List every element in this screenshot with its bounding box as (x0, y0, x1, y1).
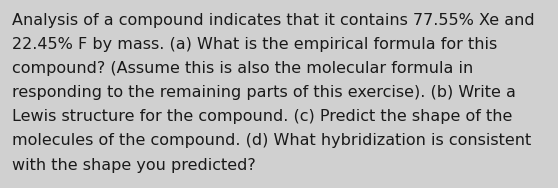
Text: molecules of the compound. (d) What hybridization is consistent: molecules of the compound. (d) What hybr… (12, 133, 532, 149)
Text: compound? (Assume this is also the molecular formula in: compound? (Assume this is also the molec… (12, 61, 474, 76)
Text: Lewis structure for the compound. (c) Predict the shape of the: Lewis structure for the compound. (c) Pr… (12, 109, 513, 124)
Text: responding to the remaining parts of this exercise). (b) Write a: responding to the remaining parts of thi… (12, 85, 516, 100)
Text: Analysis of a compound indicates that it contains 77.55% Xe and: Analysis of a compound indicates that it… (12, 13, 535, 28)
Text: 22.45% F by mass. (a) What is the empirical formula for this: 22.45% F by mass. (a) What is the empiri… (12, 37, 498, 52)
Text: with the shape you predicted?: with the shape you predicted? (12, 158, 256, 173)
